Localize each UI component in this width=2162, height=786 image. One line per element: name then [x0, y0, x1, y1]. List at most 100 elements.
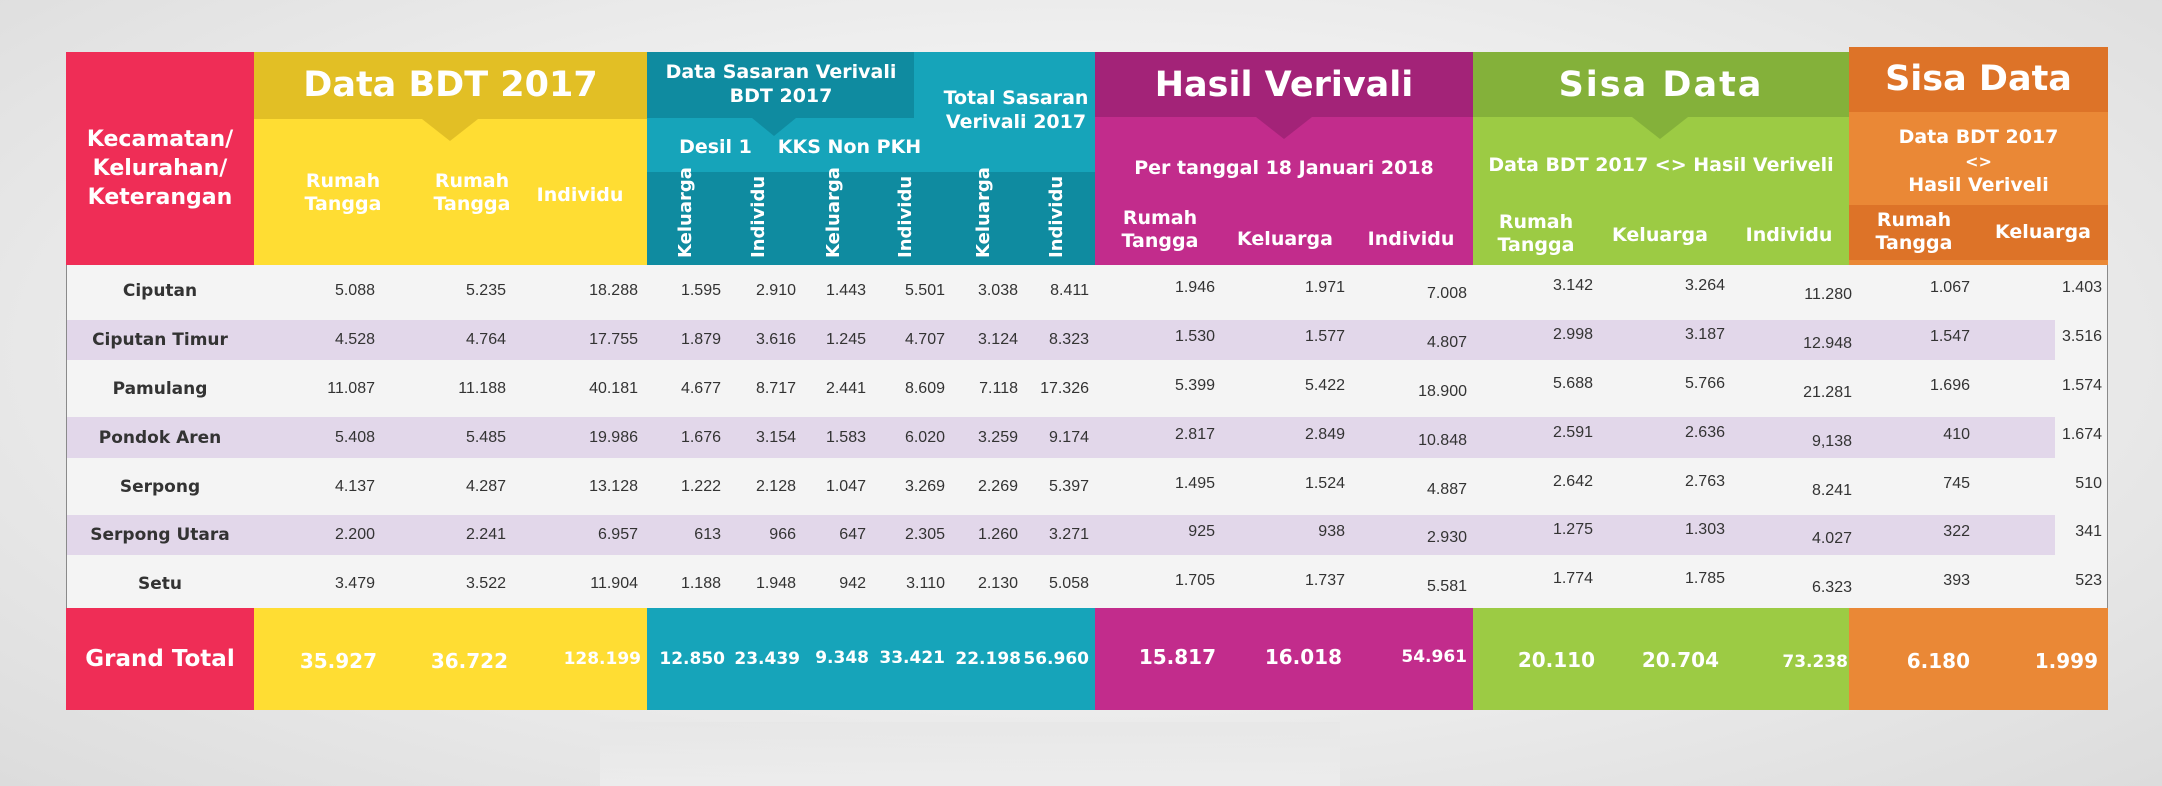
data-cell: 510 [2075, 474, 2102, 492]
data-cell: 1.774 [1552, 569, 1593, 587]
grand-total-cell: 1.999 [2034, 649, 2098, 673]
data-cell: 1.595 [680, 281, 721, 299]
data-cell: 6.957 [597, 526, 638, 543]
data-cell: 5.235 [465, 281, 506, 299]
data-cell: 523 [2075, 571, 2102, 589]
data-cell: 5.088 [334, 281, 375, 299]
row-label: Ciputan [122, 280, 198, 301]
data-cell: 5.485 [465, 428, 506, 446]
data-cell: 11.188 [458, 379, 506, 397]
data-cell: 1.676 [680, 428, 721, 446]
kecamatan-header-label: Kecamatan/ Kelurahan/ Keterangan [86, 127, 234, 210]
data-cell: 2.998 [1552, 326, 1593, 343]
sasaran-col-header: Individu [895, 175, 916, 258]
kecamatan-header [66, 52, 254, 265]
row-label: Setu [137, 573, 182, 594]
data-cell: 4.528 [334, 331, 375, 348]
grand-total-cell: 54.961 [1401, 647, 1467, 667]
sasaran-col-header: Individu [1046, 175, 1067, 258]
data-cell: 3.271 [1048, 526, 1089, 543]
bdt-arrow-icon [422, 119, 478, 141]
data-cell: 1.222 [680, 477, 721, 495]
hasil-title: Hasil Verivali [1154, 65, 1414, 105]
data-cell: 1.403 [2061, 278, 2102, 296]
data-cell: 13.128 [589, 477, 638, 495]
data-cell: 1.946 [1174, 278, 1215, 296]
data-cell: 410 [1943, 425, 1970, 443]
sisa-col-header: Rumah Tangga [1497, 211, 1575, 256]
data-cell: 1.530 [1174, 328, 1215, 345]
data-cell: 647 [839, 526, 866, 543]
data-cell: 4.027 [1811, 530, 1852, 547]
data-cell: 2.591 [1552, 423, 1593, 441]
sasaran-col-header: Individu [748, 175, 769, 258]
data-cell: 3.142 [1552, 276, 1593, 294]
sisa2-col-header: Rumah Tangga [1875, 209, 1953, 254]
data-cell: 8.241 [1811, 481, 1852, 499]
data-cell: 1.948 [755, 574, 796, 592]
data-cell: 4.764 [465, 331, 506, 348]
data-cell: 3.124 [977, 331, 1018, 348]
kks-label: KKS Non PKH [777, 136, 922, 158]
data-cell: 6.323 [1811, 578, 1852, 596]
data-cell: 3.522 [465, 574, 506, 592]
data-cell: 3.259 [977, 428, 1018, 446]
bdt-col-header: Individu [536, 184, 624, 206]
data-cell: 1.067 [1929, 278, 1970, 296]
grand-total-cell: 9.348 [815, 648, 869, 668]
hasil-arrow-icon [1256, 117, 1312, 139]
data-cell: 1.547 [1929, 328, 1970, 345]
row-label: Pamulang [112, 378, 208, 399]
data-cell: 11.280 [1804, 285, 1852, 303]
data-cell: 2.200 [334, 526, 375, 543]
data-cell: 1.245 [825, 331, 866, 348]
grand-total-band [647, 608, 1095, 710]
data-cell: 8.323 [1048, 331, 1089, 348]
data-cell: 8.411 [1050, 281, 1089, 299]
data-cell: 1.785 [1684, 569, 1725, 587]
data-cell: 2.910 [755, 281, 796, 299]
desil-label: Desil 1 [679, 136, 752, 158]
hasil-subtitle: Per tanggal 18 Januari 2018 [1134, 157, 1434, 179]
data-cell: 1.188 [680, 574, 721, 592]
data-cell: 1.303 [1684, 521, 1725, 538]
bdt-col-header: Rumah Tangga [433, 170, 511, 215]
data-cell: 3.269 [904, 477, 945, 495]
data-cell: 1.737 [1304, 571, 1345, 589]
grand-total-cell: 56.960 [1023, 649, 1089, 669]
data-cell: 2.817 [1174, 425, 1215, 443]
bdt-col-header: Rumah Tangga [304, 170, 382, 215]
sasaran-header-band [647, 52, 914, 118]
data-cell: 5.058 [1048, 574, 1089, 592]
data-cell: 2.128 [755, 477, 796, 495]
sasaran-col-header: Keluarga [823, 167, 844, 258]
grand-total-cell: 20.704 [1641, 648, 1719, 672]
row-stripe [66, 515, 2055, 555]
data-cell: 21.281 [1803, 383, 1852, 401]
data-cell: 2.636 [1684, 423, 1725, 441]
sasaran-col-header: Keluarga [973, 167, 994, 258]
bdt-title: Data BDT 2017 [303, 65, 598, 105]
sasaran-subheader-band [647, 172, 1095, 265]
data-cell: 9,138 [1811, 432, 1852, 450]
sasaran-arrow-icon [752, 118, 796, 136]
row-stripe [66, 417, 2055, 458]
grand-total-cell: 6.180 [1906, 649, 1970, 673]
data-cell: 3.616 [755, 331, 796, 348]
row-label: Pondok Aren [98, 427, 222, 448]
grand-total-cell: 73.238 [1782, 652, 1848, 672]
data-cell: 4.677 [680, 379, 721, 397]
grand-total-cell: 33.421 [879, 648, 945, 668]
data-cell: 4.707 [904, 331, 945, 348]
data-cell: 1.696 [1929, 376, 1970, 394]
sisa-title: Sisa Data [1558, 65, 1764, 105]
sisa2-subtitle-line1: Data BDT 2017 [1898, 126, 2059, 148]
data-cell: 2.849 [1304, 425, 1345, 443]
data-cell: 40.181 [589, 379, 638, 397]
sasaran-title: Data Sasaran Verivali BDT 2017 [665, 61, 897, 107]
data-cell: 5.422 [1304, 376, 1345, 394]
data-cell: 1.443 [825, 281, 866, 299]
data-cell: 3.038 [977, 281, 1018, 299]
data-cell: 322 [1943, 523, 1970, 540]
data-cell: 2.269 [977, 477, 1018, 495]
